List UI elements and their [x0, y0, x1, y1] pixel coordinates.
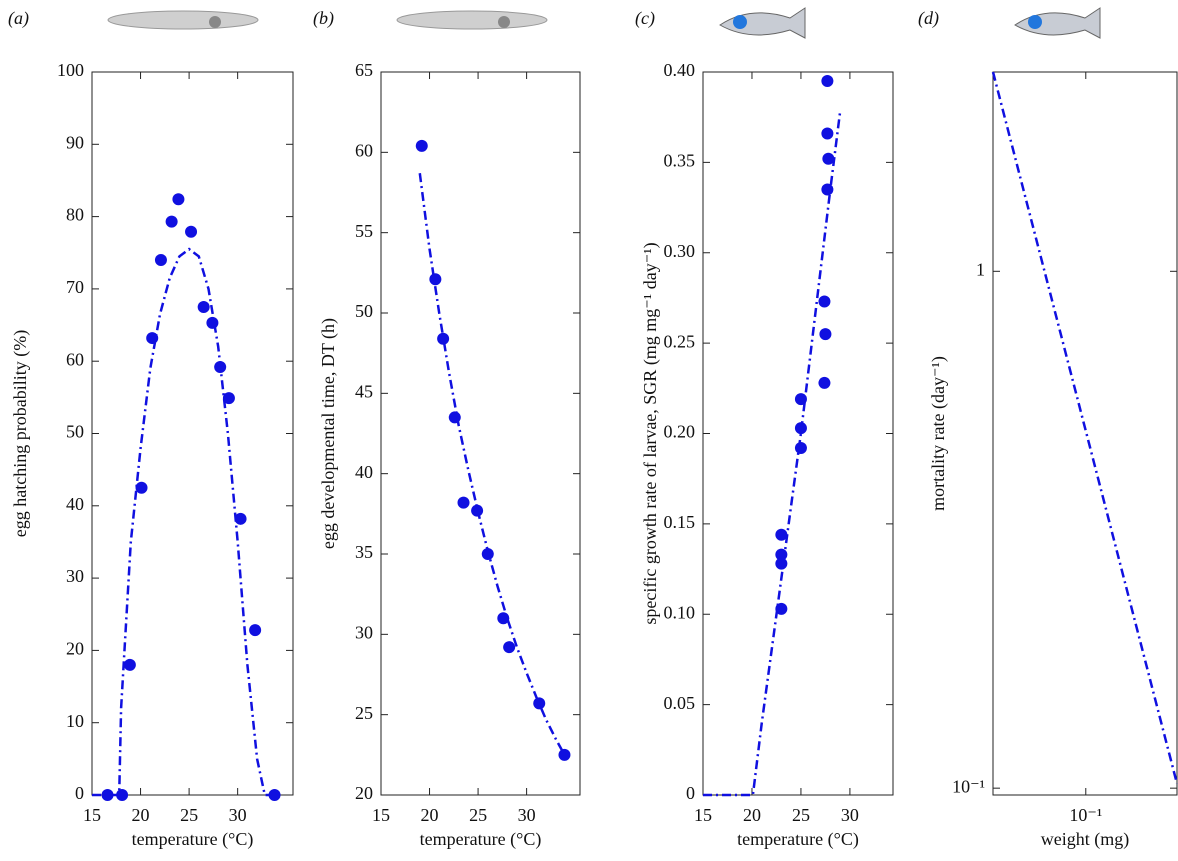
y-tick-label: 0.15 [664, 512, 696, 532]
data-point [249, 624, 262, 637]
y-tick-label: 20 [66, 639, 84, 659]
y-axis-label: egg developmental time, DT (h) [318, 318, 339, 549]
fish-illustration [719, 7, 1101, 39]
data-point [101, 789, 114, 801]
x-tick-label: 20 [132, 805, 150, 825]
plot-frame [702, 71, 894, 796]
x-tick-label: 15 [694, 805, 712, 825]
x-tick-label: 20 [421, 805, 439, 825]
x-tick-label: 30 [518, 805, 536, 825]
data-point [154, 253, 167, 266]
x-axis-label: temperature (°C) [737, 829, 859, 850]
y-tick-label: 20 [355, 783, 373, 803]
y-tick-label: 30 [355, 622, 373, 642]
panel-label: (c) [635, 8, 655, 29]
y-tick-label: 0 [686, 783, 695, 803]
data-point [457, 496, 470, 509]
x-tick-label: 30 [229, 805, 247, 825]
x-tick-label: 30 [841, 805, 859, 825]
data-point [135, 481, 148, 494]
y-tick-label: 100 [57, 60, 84, 80]
x-tick-label: 20 [743, 805, 761, 825]
y-tick-label: 90 [66, 132, 84, 152]
data-point [185, 225, 198, 238]
data-point [165, 215, 178, 228]
plot-frame [992, 71, 1178, 796]
data-point [775, 602, 788, 615]
y-tick-label: 10 [66, 711, 84, 731]
y-axis-label: egg hatching probability (%) [10, 330, 31, 537]
y-tick-label: 60 [66, 349, 84, 369]
y-tick-label: 0.25 [664, 331, 696, 351]
panel-label: (b) [313, 8, 334, 29]
y-tick-label: 60 [355, 140, 373, 160]
data-point [116, 789, 129, 801]
y-tick-label: 0 [75, 783, 84, 803]
larva-illustration [107, 10, 548, 30]
y-tick-label: 0.20 [664, 422, 696, 442]
data-point [146, 332, 159, 345]
data-point [222, 392, 235, 405]
data-point [234, 512, 247, 525]
plot-frame [380, 71, 581, 796]
y-tick-label: 30 [66, 566, 84, 586]
x-tick-label: 15 [372, 805, 390, 825]
panel-label: (d) [918, 8, 939, 29]
data-point [819, 328, 832, 341]
y-tick-label: 50 [66, 422, 84, 442]
x-axis-label: weight (mg) [1041, 829, 1129, 850]
x-tick-label: 10⁻¹ [1069, 805, 1102, 825]
data-point [197, 300, 210, 313]
fit-curve [92, 247, 272, 797]
y-axis-label: mortality rate (day⁻¹) [928, 356, 949, 511]
y-axis-label: specific growth rate of larvae, SGR (mg … [640, 242, 661, 624]
x-axis-label: temperature (°C) [132, 829, 254, 850]
data-point [821, 127, 834, 140]
data-point [775, 557, 788, 570]
y-tick-label: 0.35 [664, 151, 696, 171]
y-tick-label: 0.10 [664, 602, 696, 622]
x-tick-label: 25 [792, 805, 810, 825]
y-tick-label: 65 [355, 60, 373, 80]
x-tick-label: 25 [469, 805, 487, 825]
x-axis-label: temperature (°C) [420, 829, 542, 850]
data-point [822, 152, 835, 165]
data-point [503, 641, 516, 654]
x-tick-label: 15 [83, 805, 101, 825]
data-point [794, 441, 807, 454]
panel-label: (a) [8, 8, 29, 29]
fit-curve [418, 173, 567, 758]
y-tick-label: 70 [66, 277, 84, 297]
y-tick-label: 45 [355, 381, 373, 401]
data-point [821, 183, 834, 196]
data-point [123, 658, 136, 671]
y-tick-label: 10⁻¹ [952, 776, 985, 796]
data-point [794, 393, 807, 406]
y-tick-label: 0.30 [664, 241, 696, 261]
y-tick-label: 1 [976, 259, 985, 279]
data-point [429, 273, 442, 286]
y-tick-label: 40 [66, 494, 84, 514]
data-point [415, 139, 428, 152]
data-point [818, 295, 831, 308]
fit-curve [703, 111, 842, 797]
data-point [437, 332, 450, 345]
y-tick-label: 35 [355, 542, 373, 562]
y-tick-label: 0.05 [664, 693, 696, 713]
y-tick-label: 55 [355, 221, 373, 241]
data-point [775, 528, 788, 541]
y-tick-label: 50 [355, 301, 373, 321]
y-tick-label: 40 [355, 462, 373, 482]
data-point [172, 193, 185, 206]
x-tick-label: 25 [180, 805, 198, 825]
data-point [821, 75, 834, 88]
fit-curve [991, 71, 1178, 785]
y-tick-label: 80 [66, 205, 84, 225]
data-point [268, 789, 281, 801]
y-tick-label: 25 [355, 703, 373, 723]
y-tick-label: 0.40 [664, 60, 696, 80]
data-point [818, 376, 831, 389]
